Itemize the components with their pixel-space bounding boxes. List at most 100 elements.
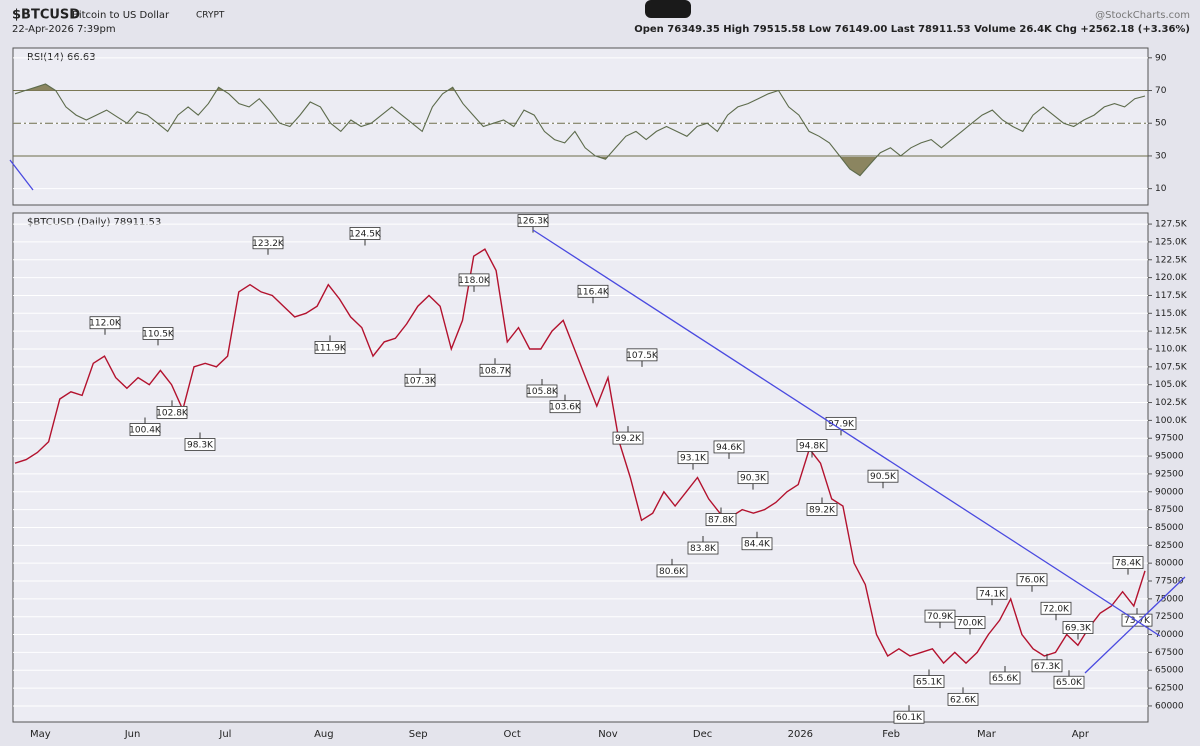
y-tick-label: 70000 (1155, 630, 1184, 640)
y-tick-label: 125.0K (1155, 237, 1188, 247)
annotation-box (479, 363, 511, 377)
annotation: 112.0K (89, 316, 122, 335)
annotation-label: 74.1K (979, 589, 1006, 599)
annotation-box (947, 692, 979, 706)
annotation-label: 103.6K (549, 403, 582, 413)
annotation-label: 65.6K (992, 674, 1019, 684)
source: @StockCharts.com (1095, 10, 1190, 21)
annotation-label: 67.3K (1034, 662, 1061, 672)
annotation: 102.8K (156, 400, 189, 419)
y-tick-label: 65000 (1155, 666, 1184, 676)
annotation: 110.5K (142, 327, 175, 346)
y-tick-label: 90 (1155, 53, 1167, 63)
annotation-label: 78.4K (1115, 559, 1142, 569)
annotation-label: 90.5K (870, 472, 897, 482)
annotation: 89.2K (806, 497, 838, 516)
annotation-label: 65.1K (916, 678, 943, 688)
y-tick-label: 105.0K (1155, 380, 1188, 390)
annotation-label: 110.5K (142, 329, 175, 339)
annotation: 78.4K (1112, 556, 1144, 575)
annotation-box (976, 586, 1008, 600)
annotation-label: 94.8K (799, 442, 826, 452)
annotation: 103.6K (549, 394, 582, 414)
annotation: 80.6K (656, 558, 688, 578)
annotation-box (796, 439, 828, 452)
annotation: 94.6K (713, 440, 745, 459)
y-tick-label: 100.0K (1155, 416, 1188, 426)
annotation: 70.0K (954, 616, 986, 635)
annotation-box (713, 440, 745, 454)
date: 22-Apr-2026 7:39pm (12, 24, 116, 35)
annotation-label: 80.6K (659, 567, 686, 577)
y-tick-label: 120.0K (1155, 273, 1188, 283)
annotation-label: 111.9K (314, 343, 347, 353)
annotation: 60.1K (893, 705, 925, 724)
annotation: 83.8K (687, 536, 719, 555)
annotation-label: 123.2K (252, 239, 285, 249)
annotation-label: 90.3K (740, 474, 767, 484)
y-tick-label: 92500 (1155, 469, 1184, 479)
y-tick-label: 60000 (1155, 701, 1184, 711)
annotation-box (612, 431, 644, 445)
annotation: 107.5K (626, 348, 659, 367)
annotation-label: 99.2K (615, 434, 642, 444)
annotation-box (252, 236, 284, 250)
annotation-label: 84.4K (744, 540, 771, 550)
symbol-name: Bitcoin to US Dollar (72, 10, 170, 21)
annotation-box (517, 214, 549, 228)
annotation: 94.8K (796, 439, 828, 458)
annotation-box (913, 675, 945, 688)
annotation-box (656, 564, 688, 578)
y-tick-label: 67500 (1155, 648, 1184, 658)
y-tick-label: 95000 (1155, 452, 1184, 462)
annotation-label: 62.6K (950, 695, 977, 705)
annotation: 99.2K (612, 426, 644, 445)
annotation-box (89, 316, 121, 330)
annotation: 62.6K (947, 687, 979, 706)
camera-notch (645, 0, 691, 18)
oversold-fill (598, 157, 877, 176)
annotation-box (806, 503, 838, 516)
y-tick-label: 10 (1155, 184, 1167, 194)
x-tick-label: Jul (218, 729, 231, 740)
annotation: 87.8K (705, 507, 737, 526)
annotation: 70.9K (924, 609, 956, 629)
annotation-box (1016, 573, 1048, 587)
annotation-box (1062, 621, 1094, 634)
annotation-box (989, 671, 1021, 685)
y-tick-label: 127.5K (1155, 220, 1188, 230)
x-tick-label: Mar (977, 729, 997, 740)
price-panel (12, 212, 1149, 723)
x-tick-label: Dec (693, 729, 712, 740)
annotation-label: 118.0K (458, 276, 491, 286)
annotation: 124.5K (349, 227, 382, 246)
annotation: 74.1K (976, 586, 1008, 606)
annotation-box (314, 341, 346, 354)
y-tick-label: 102.5K (1155, 398, 1188, 408)
annotation-box (349, 227, 381, 240)
annotation: 116.4K (577, 284, 610, 304)
annotation: 118.0K (458, 273, 491, 292)
y-tick-label: 122.5K (1155, 255, 1188, 265)
y-tick-label: 90000 (1155, 487, 1184, 497)
annotation-box (549, 400, 581, 414)
y-tick-label: 75000 (1155, 594, 1184, 604)
y-tick-label: 115.0K (1155, 309, 1188, 319)
annotation: 90.3K (737, 471, 769, 490)
annotation-box (577, 284, 609, 298)
annotation-label: 94.6K (716, 443, 743, 453)
price-line (14, 248, 1146, 665)
annotation-box (142, 327, 174, 340)
annotation-label: 98.3K (187, 441, 214, 451)
y-tick-label: 62500 (1155, 684, 1184, 694)
annotation-label: 70.9K (927, 612, 954, 622)
annotation: 111.9K (314, 335, 347, 354)
x-tick-label: Sep (409, 729, 428, 740)
annotation-label: 65.0K (1056, 678, 1083, 688)
y-tick-label: 70 (1155, 86, 1167, 96)
annotation-label: 107.3K (404, 376, 437, 386)
annotation-label: 70.0K (957, 619, 984, 629)
annotation-box (626, 348, 658, 362)
y-tick-label: 117.5K (1155, 291, 1188, 301)
annotation-label: 60.1K (896, 713, 923, 723)
